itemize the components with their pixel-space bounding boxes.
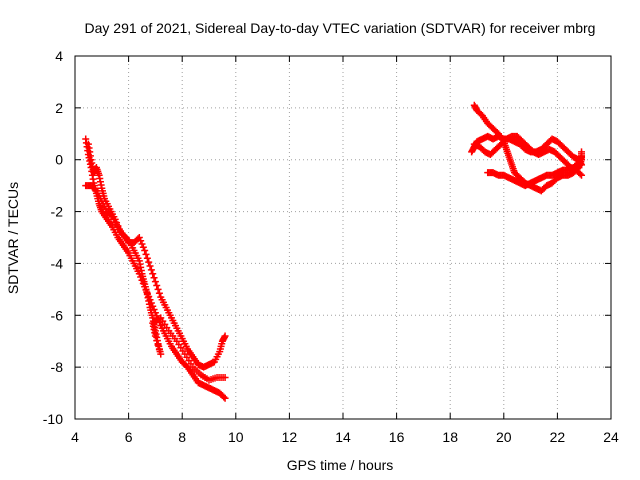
y-tick-label: -4 xyxy=(51,255,64,271)
data-point xyxy=(576,170,584,178)
y-tick-label: 2 xyxy=(55,100,63,116)
data-point xyxy=(221,332,229,340)
data-point xyxy=(153,337,161,345)
data-point xyxy=(115,225,123,233)
data-point xyxy=(142,250,150,258)
x-tick-label: 4 xyxy=(71,429,79,445)
data-point xyxy=(151,278,159,286)
series-morning-track-a xyxy=(82,135,229,402)
data-point xyxy=(221,394,229,402)
plot-frame xyxy=(74,55,612,420)
x-tick-label: 20 xyxy=(496,429,512,445)
data-series xyxy=(82,101,586,402)
x-tick-label: 24 xyxy=(603,429,619,445)
x-tick-label: 12 xyxy=(282,429,298,445)
x-axis-ticks: 4 6 8 10 12 14 16 18 20 22 24 xyxy=(71,56,619,445)
data-point xyxy=(139,243,147,251)
data-point xyxy=(155,289,163,297)
data-point xyxy=(154,285,162,293)
y-axis-label: SDTVAR / TECUs xyxy=(5,182,21,294)
data-point xyxy=(154,341,162,349)
data-point xyxy=(147,266,155,274)
x-tick-label: 14 xyxy=(335,429,351,445)
x-tick-label: 22 xyxy=(550,429,566,445)
x-tick-label: 8 xyxy=(178,429,186,445)
data-point xyxy=(221,374,229,382)
y-tick-label: -8 xyxy=(51,359,64,375)
data-point xyxy=(135,234,143,241)
data-point xyxy=(155,346,163,354)
grid xyxy=(75,56,611,419)
data-point xyxy=(157,350,165,358)
data-point xyxy=(578,171,586,179)
data-point xyxy=(91,186,99,194)
x-tick-label: 18 xyxy=(442,429,458,445)
y-tick-label: -10 xyxy=(43,411,63,427)
data-point xyxy=(146,262,154,270)
y-tick-label: 0 xyxy=(55,152,63,168)
x-axis-label: GPS time / hours xyxy=(287,457,394,473)
series-evening-track-d xyxy=(484,153,586,190)
chart-title: Day 291 of 2021, Sidereal Day-to-day VTE… xyxy=(85,20,596,36)
x-tick-label: 6 xyxy=(125,429,133,445)
series-morning-track-c xyxy=(84,140,229,384)
data-point xyxy=(149,270,157,278)
data-point xyxy=(578,153,586,161)
data-point xyxy=(137,237,145,245)
data-point xyxy=(153,281,161,289)
data-point xyxy=(111,215,119,223)
y-axis-ticks: 4 2 0 -2 -4 -6 -8 -10 xyxy=(43,48,611,427)
y-tick-label: -2 xyxy=(51,204,64,220)
series-evening-track-c xyxy=(470,132,586,179)
x-tick-label: 16 xyxy=(389,429,405,445)
y-tick-label: 4 xyxy=(55,48,63,64)
data-point xyxy=(113,219,121,227)
data-point xyxy=(150,274,158,282)
data-point xyxy=(138,240,146,248)
x-tick-label: 10 xyxy=(228,429,244,445)
y-tick-label: -6 xyxy=(51,307,64,323)
data-point xyxy=(145,258,153,266)
data-point xyxy=(114,222,122,230)
series-morning-track-b xyxy=(82,182,229,371)
data-point xyxy=(220,393,228,401)
data-point xyxy=(143,254,151,262)
data-point xyxy=(141,246,149,254)
